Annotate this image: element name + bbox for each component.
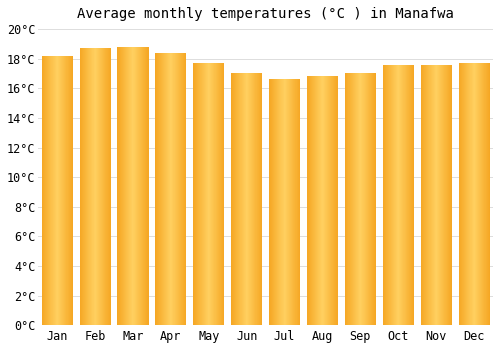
Title: Average monthly temperatures (°C ) in Manafwa: Average monthly temperatures (°C ) in Ma… — [77, 7, 454, 21]
